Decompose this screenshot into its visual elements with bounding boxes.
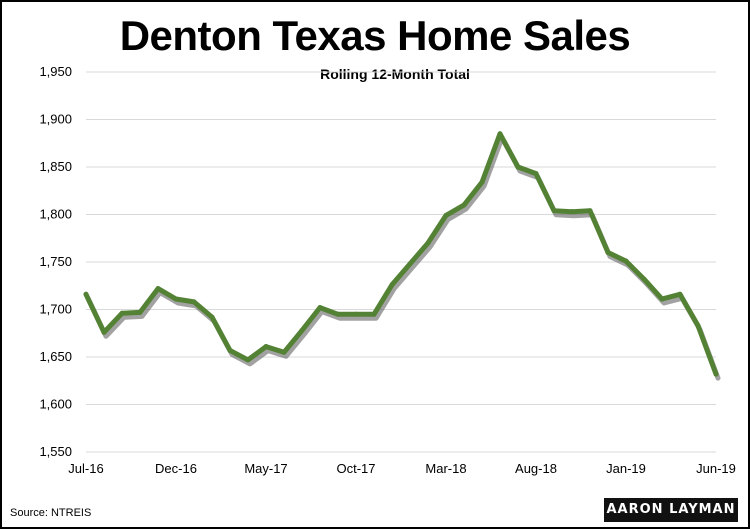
data-point: [443, 212, 449, 218]
data-point: [587, 208, 593, 214]
data-point: [479, 179, 485, 185]
data-point: [209, 314, 215, 320]
chart-subtitle: Rolling 12-Month Total: [320, 66, 470, 82]
y-tick-label: 1,550: [39, 444, 72, 459]
data-point: [101, 329, 107, 335]
data-point: [677, 291, 683, 297]
data-point: [659, 296, 665, 302]
y-tick-label: 1,700: [39, 302, 72, 317]
data-point: [371, 311, 377, 317]
data-point: [335, 311, 341, 317]
data-point: [515, 164, 521, 170]
x-tick-label: Jan-19: [606, 461, 646, 476]
data-point: [155, 286, 161, 292]
data-point: [461, 202, 467, 208]
data-point: [623, 258, 629, 264]
data-point: [227, 347, 233, 353]
aaron-layman-logo: AARON LAYMAN: [604, 498, 738, 522]
x-tick-label: May-17: [244, 461, 287, 476]
data-point: [641, 276, 647, 282]
data-point: [407, 261, 413, 267]
data-point: [119, 310, 125, 316]
y-tick-label: 1,650: [39, 349, 72, 364]
x-tick-label: Jul-16: [68, 461, 103, 476]
x-tick-label: Dec-16: [155, 461, 197, 476]
data-point: [353, 311, 359, 317]
data-point: [137, 309, 143, 315]
data-point: [551, 208, 557, 214]
data-point: [83, 291, 89, 297]
data-point: [245, 357, 251, 363]
y-tick-label: 1,750: [39, 254, 72, 269]
y-tick-label: 1,600: [39, 397, 72, 412]
x-tick-label: Aug-18: [515, 461, 557, 476]
data-point: [533, 171, 539, 177]
data-point: [497, 131, 503, 137]
series-line: [83, 131, 719, 377]
source-note: Source: NTREIS: [10, 507, 92, 519]
data-point: [263, 344, 269, 350]
x-tick-label: Oct-17: [336, 461, 375, 476]
data-point: [695, 323, 701, 329]
y-tick-label: 1,900: [39, 112, 72, 127]
data-point: [389, 282, 395, 288]
series-line-shadow: [85, 135, 721, 381]
data-point: [281, 349, 287, 355]
data-point: [605, 250, 611, 255]
chart-title: Denton Texas Home Sales: [119, 12, 631, 59]
data-point: [173, 296, 179, 302]
y-tick-label: 1,950: [39, 64, 72, 79]
x-tick-label: Jun-19: [696, 461, 736, 476]
data-point: [425, 240, 431, 246]
data-point: [713, 371, 719, 377]
data-point: [569, 209, 575, 215]
x-tick-label: Mar-18: [425, 461, 466, 476]
data-point: [317, 305, 323, 311]
data-point: [299, 327, 305, 333]
y-tick-label: 1,850: [39, 159, 72, 174]
data-point: [191, 299, 197, 305]
y-tick-label: 1,800: [39, 207, 72, 222]
